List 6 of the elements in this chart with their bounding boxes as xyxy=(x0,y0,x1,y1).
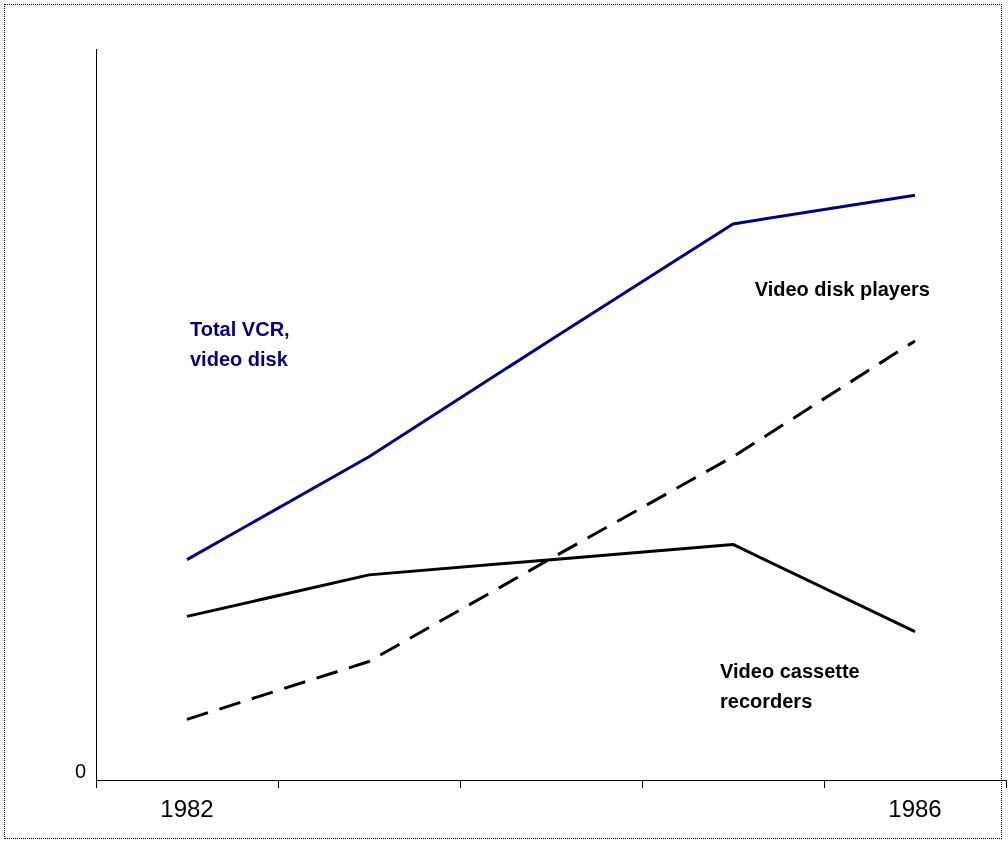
text: Video cassette recorders xyxy=(720,659,860,712)
x-tick-label: 1986 xyxy=(888,795,942,823)
text: 0 xyxy=(74,759,86,782)
x-tick-label: 1982 xyxy=(160,795,214,823)
text: Total VCR, video disk xyxy=(190,317,290,370)
text: Video disk players xyxy=(754,277,930,300)
